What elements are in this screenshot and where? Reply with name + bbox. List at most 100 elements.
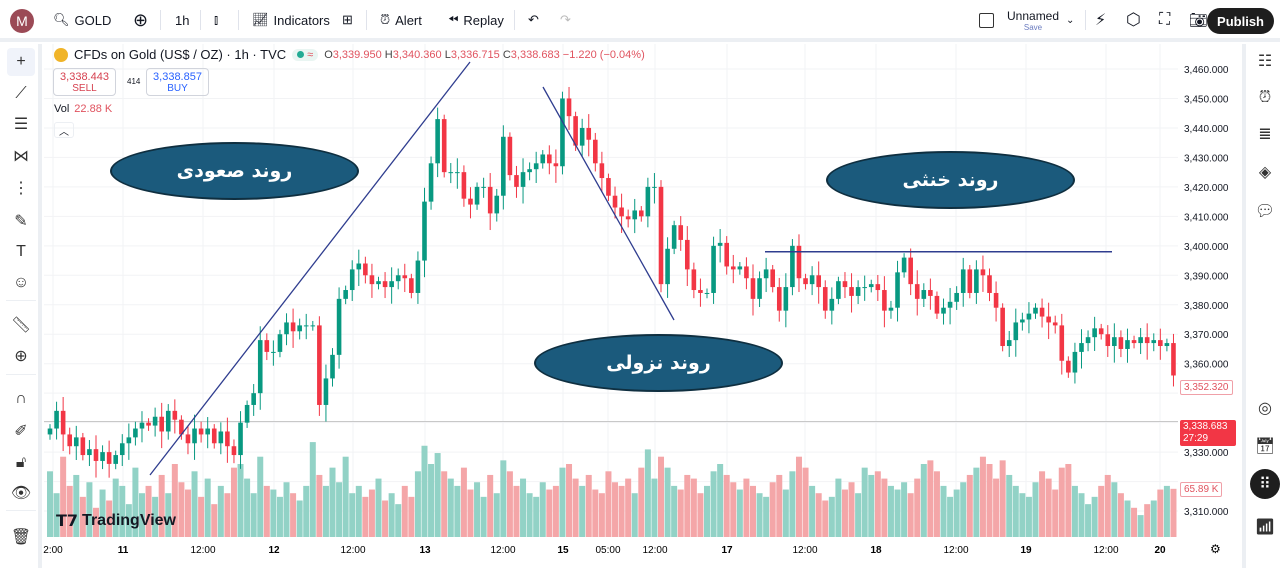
candle-body xyxy=(231,446,237,456)
fib-icon[interactable]: ⋮ xyxy=(13,180,29,197)
candle-body xyxy=(152,416,158,426)
trash-icon[interactable]: 🗑︎ xyxy=(10,529,32,546)
lock-icon[interactable]: 🔓︎ xyxy=(15,454,27,471)
volume-bar xyxy=(1058,467,1065,537)
buy-button[interactable]: 3,338.857 BUY xyxy=(146,68,209,96)
candle-body xyxy=(842,281,848,288)
market-status-badge[interactable]: ≈ xyxy=(292,48,319,61)
sell-button[interactable]: 3,338.443 SELL xyxy=(53,68,116,96)
layers-icon[interactable]: ◈ xyxy=(1258,164,1272,181)
volume-bar xyxy=(454,485,461,537)
volume-bar xyxy=(500,460,507,537)
indicators-button[interactable]: 📈︎ Indicators xyxy=(252,0,330,40)
alert-button[interactable]: ⏰︎ Alert xyxy=(380,0,422,40)
undo-icon: ↶ xyxy=(528,12,539,27)
downtrend-annotation[interactable]: روند نزولی xyxy=(534,334,783,392)
target-icon[interactable]: ◎ xyxy=(1258,400,1272,417)
sideways-annotation[interactable]: روند خنثی xyxy=(826,151,1075,209)
candle-body xyxy=(205,428,210,435)
crosshair-icon[interactable]: + xyxy=(7,48,35,76)
save-label[interactable]: Save xyxy=(1023,22,1043,32)
volume-bar xyxy=(802,467,809,537)
fullscreen-button[interactable]: ⛶ xyxy=(1159,0,1170,40)
parallel-lines-icon[interactable]: ☰ xyxy=(13,116,29,133)
candle-body xyxy=(1158,340,1163,347)
candle-body xyxy=(106,452,112,464)
zoom-in-icon[interactable]: ⊕ xyxy=(14,348,28,365)
trend-line-icon[interactable]: ⟋ xyxy=(15,85,27,102)
price-chart[interactable]: 3,460.000 3,450.000 3,440.000 3,430.000 3,42… xyxy=(42,44,1242,568)
candle-body xyxy=(698,290,703,293)
text-icon[interactable]: T xyxy=(16,243,26,260)
time-tick-label: 2:00 xyxy=(43,545,63,556)
layout-name[interactable]: Unnamed Save xyxy=(1007,0,1059,40)
volume-bar xyxy=(362,496,369,537)
volume-bar xyxy=(1170,488,1177,537)
interval-button[interactable]: 1h xyxy=(175,12,190,28)
signal-icon[interactable]: 📶︎ xyxy=(1254,519,1276,536)
volume-bar xyxy=(572,478,579,537)
candle-body xyxy=(796,245,802,279)
publish-button[interactable]: Publish xyxy=(1207,8,1274,34)
volume-bar xyxy=(697,493,704,537)
candle-body xyxy=(330,354,335,379)
candle-body xyxy=(947,301,953,308)
axis-settings-icon[interactable]: ⚙ xyxy=(1210,542,1221,556)
candle-body xyxy=(1131,340,1137,344)
symbol-title[interactable]: CFDs on Gold (US$ / OZ) · 1h · TVC xyxy=(74,47,287,62)
settings-button[interactable]: ⬡ xyxy=(1126,0,1141,40)
symbol-search[interactable]: 🔍︎ GOLD xyxy=(53,0,111,40)
volume-bar xyxy=(861,467,868,537)
indicators-label: Indicators xyxy=(273,12,330,28)
apps-grid-icon[interactable]: ⠿ xyxy=(1250,469,1280,499)
layout-button[interactable] xyxy=(979,0,994,40)
add-symbol-button[interactable]: ⊕ xyxy=(133,0,148,40)
calendar-icon[interactable]: 📅︎ xyxy=(1254,438,1276,455)
volume-bar xyxy=(270,489,277,537)
volume-bar xyxy=(73,474,80,537)
redo-button[interactable]: ↷ xyxy=(560,0,571,40)
lock-drawing-icon[interactable]: ✐ xyxy=(14,423,28,440)
replay-button[interactable]: ⏪︎ Replay xyxy=(448,0,504,40)
downtrend-line[interactable] xyxy=(542,86,675,321)
volume-bar xyxy=(874,471,881,537)
volume-bar xyxy=(520,478,527,537)
chart-type-button[interactable]: ⫾ xyxy=(214,0,218,40)
ruler-icon[interactable]: 📏︎ xyxy=(10,317,32,334)
volume-bar xyxy=(191,471,198,537)
templates-button[interactable]: ⊞ xyxy=(342,0,353,40)
brush-icon[interactable]: ✎ xyxy=(14,213,28,230)
pattern-icon[interactable]: ⋈ xyxy=(13,148,29,165)
object-tree-icon[interactable]: ≣ xyxy=(1258,126,1272,143)
user-avatar[interactable]: M xyxy=(10,9,34,33)
price-axis[interactable]: 3,460.000 3,450.000 3,440.000 3,430.000 3,42… xyxy=(1184,65,1229,518)
quick-search-button[interactable]: ⚡︎ xyxy=(1095,0,1106,40)
eye-icon[interactable]: 👁︎ xyxy=(10,485,32,502)
candle-body xyxy=(356,263,362,270)
candle-body xyxy=(192,428,197,444)
candle-body xyxy=(744,266,749,279)
magnet-icon[interactable]: ∩ xyxy=(15,390,27,407)
undo-button[interactable]: ↶ xyxy=(528,0,539,40)
emoji-icon[interactable]: ☺ xyxy=(12,274,30,291)
collapse-legend-button[interactable]: ︿ xyxy=(54,122,74,138)
layout-name-label: Unnamed xyxy=(1007,8,1060,23)
candle-body xyxy=(547,154,552,164)
candle-body xyxy=(533,163,539,170)
uptrend-line[interactable] xyxy=(149,61,471,476)
volume-bar xyxy=(993,478,1000,537)
layout-menu-button[interactable]: ⌄ xyxy=(1066,0,1074,40)
volume-bar xyxy=(211,504,218,537)
snapshot-button[interactable]: 📷︎ xyxy=(1189,0,1208,40)
watchlist-icon[interactable]: ☷ xyxy=(1257,53,1273,70)
volume-bar xyxy=(979,456,986,537)
volume-bar xyxy=(841,489,848,537)
chat-icon[interactable]: 💬︎ xyxy=(1254,203,1276,220)
alarm-clock-icon[interactable]: ⏰︎ xyxy=(1258,89,1272,106)
time-axis[interactable]: 2:00 11 12:00 12 12:00 13 12:00 15 05:00 12:00 17 1… xyxy=(43,545,1166,556)
price-tick-label: 3,440.000 xyxy=(1184,124,1229,135)
candle-body xyxy=(941,307,946,314)
uptrend-annotation[interactable]: روند صعودی xyxy=(110,142,359,200)
candle-body xyxy=(704,292,710,294)
volume-bar xyxy=(881,478,888,537)
